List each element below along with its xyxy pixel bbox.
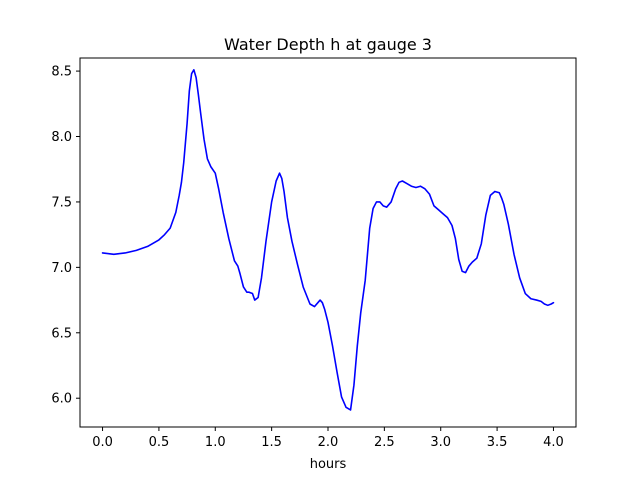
y-tick-label: 7.5 (51, 195, 72, 210)
x-tick-label: 4.0 (543, 435, 564, 450)
x-tick-label: 0.5 (149, 435, 170, 450)
y-tick-label: 6.0 (51, 392, 72, 407)
x-tick-label: 3.5 (487, 435, 508, 450)
x-tick-label: 1.0 (205, 435, 226, 450)
y-tick-label: 8.5 (51, 65, 72, 80)
x-tick-label: 2.0 (318, 435, 339, 450)
series-line-0 (101, 68, 555, 411)
chart-title: Water Depth h at gauge 3 (224, 35, 432, 54)
y-tick-label: 6.5 (51, 326, 72, 341)
x-axis: 0.0 0.5 1.0 1.5 2.0 2.5 3.0 3.5 4.0 (92, 427, 564, 450)
x-tick-label: 3.0 (430, 435, 451, 450)
x-tick-label: 0.0 (92, 435, 113, 450)
x-tick-label: 1.5 (261, 435, 282, 450)
y-axis: 6.0 6.5 7.0 7.5 8.0 8.5 (51, 65, 80, 407)
x-axis-label: hours (310, 457, 347, 472)
y-tick-label: 8.0 (51, 130, 72, 145)
y-tick-label: 7.0 (51, 261, 72, 276)
x-tick-label: 2.5 (374, 435, 395, 450)
